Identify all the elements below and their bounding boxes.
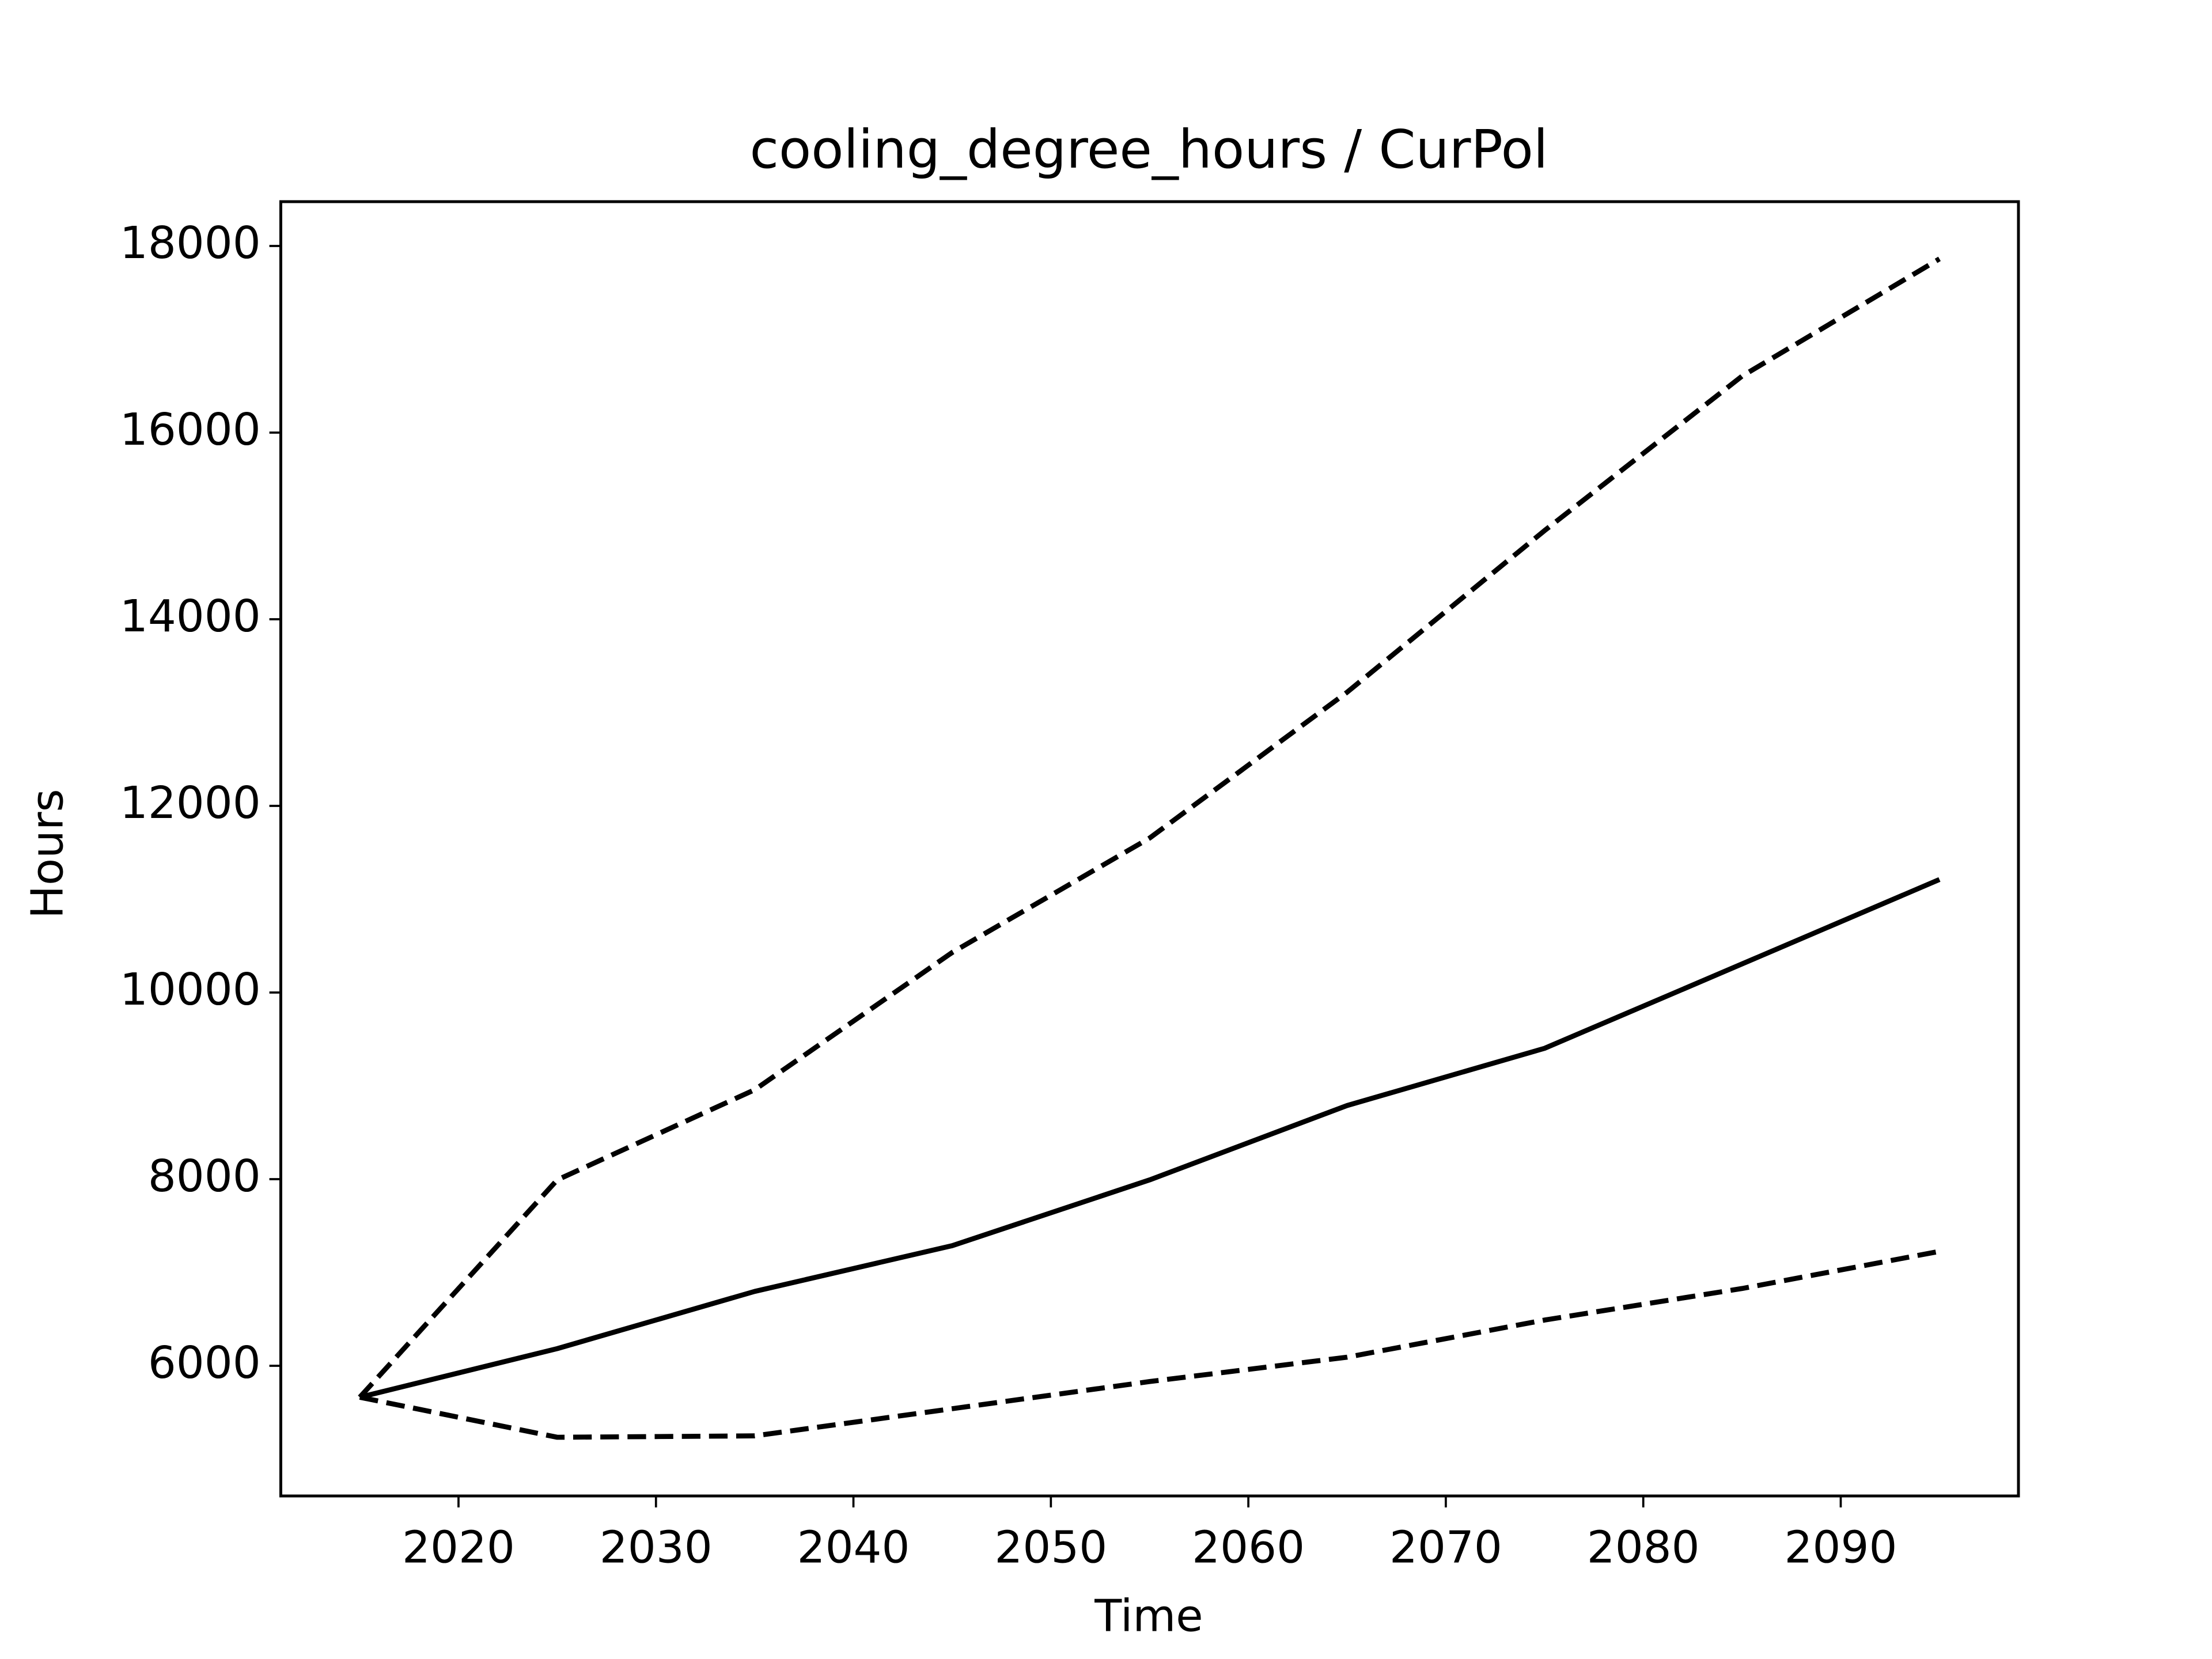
series-line [359, 877, 1941, 1400]
series-line [359, 1249, 1940, 1440]
x-axis-label: Time [1094, 1590, 1203, 1642]
plot-frame [279, 200, 2020, 1498]
x-tick-label: 2020 [402, 1522, 515, 1573]
x-tick-label: 2090 [1785, 1522, 1897, 1573]
x-tick-label: 2070 [1389, 1522, 1502, 1573]
x-tick-label: 2030 [600, 1522, 713, 1573]
chart-title: cooling_degree_hours / CurPol [750, 119, 1548, 180]
x-tick-label: 2080 [1587, 1522, 1700, 1573]
x-tick-label: 2060 [1192, 1522, 1305, 1573]
x-tick-label: 2050 [994, 1522, 1107, 1573]
y-axis-label: Hours [22, 789, 74, 918]
y-tick-label: 12000 [120, 778, 261, 829]
y-tick-label: 18000 [120, 218, 261, 269]
series-line [358, 256, 1941, 1399]
y-tick-label: 10000 [120, 964, 261, 1016]
y-tick-label: 14000 [120, 591, 261, 642]
x-tick-label: 2040 [797, 1522, 910, 1573]
y-tick-label: 8000 [148, 1151, 261, 1202]
y-tick-label: 6000 [148, 1338, 261, 1389]
y-tick-label: 16000 [120, 404, 261, 456]
